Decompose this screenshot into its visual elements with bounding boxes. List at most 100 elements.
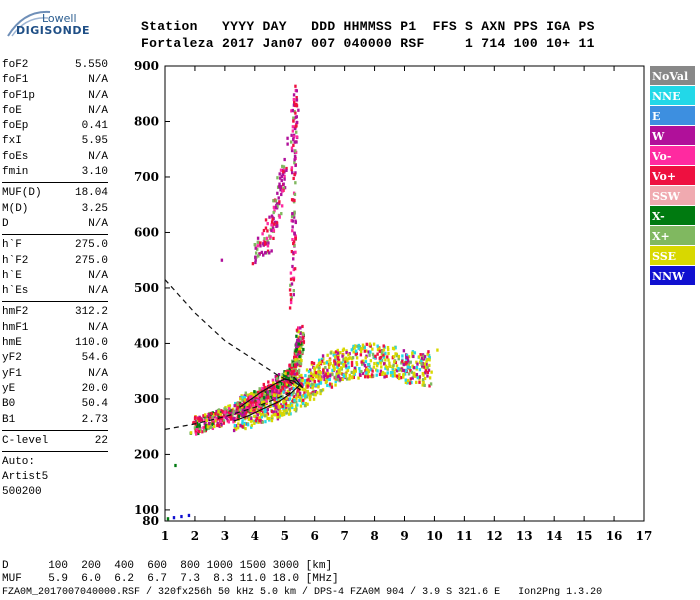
o-trace-echo [283,370,286,374]
x-trace-echo [314,393,317,397]
param-row-b1: B1 2.73 [2,413,108,428]
x-trace-echo [371,352,375,356]
o-trace-echo [259,393,262,397]
spread-f-echo [279,184,282,189]
x-trace-echo [365,367,369,372]
spread-f-echo [292,101,296,105]
x-trace-echo [300,395,303,399]
param-value: 275.0 [74,239,108,252]
x-trace-echo [279,410,282,414]
o-trace-echo [295,334,298,338]
x-trace-echo [311,385,315,389]
o-trace-echo [290,371,294,376]
x-trace-echo [342,374,346,379]
x-trace-echo [242,423,246,427]
spread-f-echo [292,93,296,97]
o-trace-echo [211,411,214,415]
x-trace-echo [410,380,413,385]
x-trace-echo [386,366,389,370]
o-trace-echo [274,382,278,387]
o-trace-echo [262,396,266,400]
x-trace-echo [350,363,354,368]
o-trace-echo [293,355,296,359]
o-trace-echo [261,397,264,401]
o-trace-echo [260,401,263,405]
spread-f-echo [297,108,300,112]
x-trace-echo [309,368,312,372]
x-trace-echo [342,358,345,362]
o-trace-echo [298,354,301,359]
o-trace-echo [259,398,263,402]
x-trace-echo [406,378,410,383]
o-trace-echo [222,419,226,423]
o-trace-echo [255,402,258,406]
x-trace-echo [250,391,253,396]
x-trace-echo [251,419,254,423]
x-trace-echo [313,379,316,384]
spread-f-echo [292,293,295,297]
x-trace-echo [360,369,363,374]
o-trace-echo [216,423,219,427]
x-trace-echo [304,374,307,378]
x-trace-echo [416,376,419,380]
spread-f-echo [272,236,275,241]
x-trace-echo [405,357,408,361]
o-trace-echo [221,410,225,414]
header-labels: Station YYYY DAY DDD HHMMSS P1 FFS S AXN… [141,19,595,34]
o-trace-echo [297,335,301,339]
x-trace-echo [365,354,368,358]
x-trace-echo [312,373,315,377]
o-trace-echo [223,407,226,411]
x-trace-echo [276,417,280,421]
param-label: h`F [2,239,22,252]
x-trace-echo [302,398,305,402]
x-trace-echo [349,356,352,360]
isolated-echo [187,513,191,518]
x-trace-echo [422,357,426,361]
spread-f-echo [267,241,270,245]
parameter-panel: foF2 5.550 foF1 N/A foF1p N/A foE N/A foEp 0.41 fx… [2,58,108,500]
spread-f-echo [293,210,296,214]
x-trace-echo [281,394,284,398]
o-trace-echo [278,389,281,393]
spread-f-echo [294,84,297,88]
o-trace-echo [268,392,272,396]
x-trace-echo [292,383,295,387]
auto-code: 500200 [2,486,42,499]
spread-f-echo [278,185,281,189]
o-trace-echo [275,390,278,394]
x-trace-echo [365,371,368,375]
o-trace-echo [198,419,201,423]
spread-f-echo [275,222,279,226]
x-trace-echo [382,348,386,352]
o-trace-echo [302,347,305,352]
x-trace-echo [323,361,326,365]
isolated-echo [436,348,439,352]
x-trace-echo [348,377,351,381]
spread-f-echo [291,212,294,216]
spread-f-echo [268,234,271,238]
o-trace-echo [272,381,275,385]
spread-f-echo [293,154,297,159]
y-tick-label: 900 [134,59,159,73]
x-trace-echo [388,361,391,365]
x-trace-echo [258,416,261,420]
x-trace-echo [423,371,427,375]
o-trace-echo [219,417,222,421]
x-trace-echo [287,403,290,408]
o-trace-echo [262,403,265,407]
x-trace-echo [353,346,356,350]
x-trace-echo [350,370,353,375]
o-trace-echo [228,407,231,411]
x-trace-echo [412,354,415,359]
o-trace-echo [301,334,305,338]
x-trace-echo [381,371,385,375]
x-tick-label: 16 [606,529,623,543]
x-trace-echo [421,364,424,368]
x-tick-label: 8 [370,529,378,543]
x-trace-echo [383,375,386,379]
o-trace-echo [247,396,250,400]
x-trace-echo [242,395,246,399]
profile-curve-model-dashed [164,279,302,392]
x-trace-echo [412,366,416,370]
